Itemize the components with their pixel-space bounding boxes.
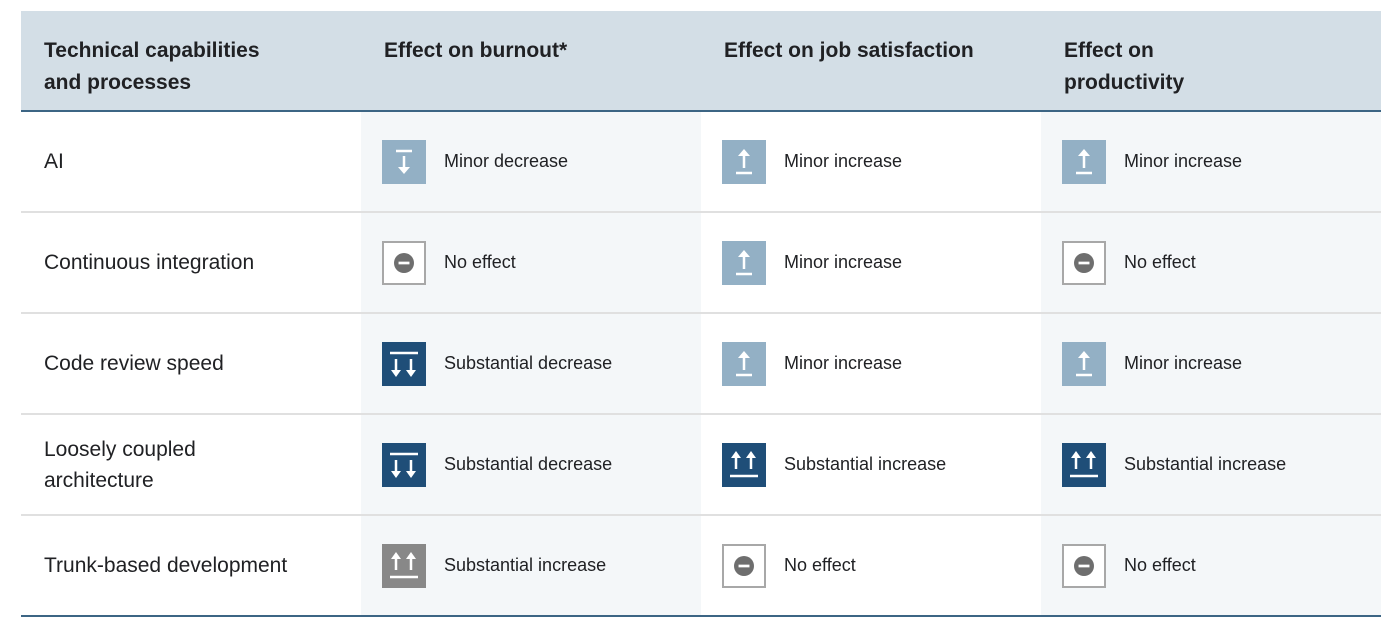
effect-cell: Substantial increase xyxy=(701,415,1041,514)
effect-text: Minor increase xyxy=(784,353,903,373)
minus-circle-icon xyxy=(1062,543,1106,588)
effect-cell: No effect xyxy=(701,516,1041,615)
effect-text: Substantial decrease xyxy=(444,454,613,474)
capability-label: AI xyxy=(21,112,361,211)
header-burnout: Effect on burnout* xyxy=(384,39,568,62)
effect-cell: No effect xyxy=(361,213,701,312)
effect-cell: Minor increase xyxy=(1041,112,1381,211)
capability-label: Continuous integration xyxy=(21,213,361,312)
double-arrow-up-icon xyxy=(722,442,766,487)
arrow-up-icon xyxy=(722,240,766,285)
effect-text: Substantial increase xyxy=(1124,454,1287,474)
effect-text: No effect xyxy=(1124,555,1196,575)
effect-text: No effect xyxy=(784,555,856,575)
table-row: Loosely coupled architecture Substantial … xyxy=(21,415,1381,516)
effect-text: No effect xyxy=(1124,252,1196,272)
effect-text: Minor decrease xyxy=(444,151,569,171)
arrow-up-icon xyxy=(722,341,766,386)
minus-circle-icon xyxy=(1062,240,1106,285)
effect-text: Minor increase xyxy=(784,151,903,171)
effect-cell: No effect xyxy=(1041,516,1381,615)
effect-cell: No effect xyxy=(1041,213,1381,312)
arrow-up-icon xyxy=(1062,341,1106,386)
effect-cell: Minor increase xyxy=(701,112,1041,211)
capability-label: Trunk-based development xyxy=(21,516,361,615)
effect-cell: Substantial increase xyxy=(1041,415,1381,514)
effect-cell: Substantial decrease xyxy=(361,314,701,413)
effect-cell: Minor decrease xyxy=(361,112,701,211)
header-job-satisfaction: Effect on job satisfaction xyxy=(724,39,974,62)
effect-cell: Minor increase xyxy=(701,213,1041,312)
effect-cell: Substantial decrease xyxy=(361,415,701,514)
minus-circle-icon xyxy=(382,240,426,285)
effect-text: Substantial increase xyxy=(784,454,947,474)
double-arrow-down-icon xyxy=(382,442,426,487)
effect-text: Minor increase xyxy=(784,252,903,272)
table-header: Technical capabilities and processes Eff… xyxy=(21,11,1381,112)
arrow-up-icon xyxy=(1062,139,1106,184)
effect-text: Minor increase xyxy=(1124,353,1243,373)
effect-text: Substantial decrease xyxy=(444,353,613,373)
table-row: AI Minor decrease Minor increase Minor incr… xyxy=(21,112,1381,213)
effect-text: No effect xyxy=(444,252,516,272)
double-arrow-down-icon xyxy=(382,341,426,386)
double-arrow-up-icon xyxy=(1062,442,1106,487)
table-row: Code review speed Substantial decrease Min… xyxy=(21,314,1381,415)
double-arrow-up-icon xyxy=(382,543,426,588)
minus-circle-icon xyxy=(722,543,766,588)
table-row: Trunk-based development Substantial incre… xyxy=(21,516,1381,617)
table-row: Continuous integration No effect Minor inc… xyxy=(21,213,1381,314)
capability-label: Code review speed xyxy=(21,314,361,413)
effect-text: Minor increase xyxy=(1124,151,1243,171)
effect-cell: Minor increase xyxy=(701,314,1041,413)
arrow-up-icon xyxy=(722,139,766,184)
effect-cell: Substantial increase xyxy=(361,516,701,615)
header-capabilities: Technical capabilities and processes xyxy=(44,39,260,94)
effect-cell: Minor increase xyxy=(1041,314,1381,413)
header-productivity: Effect on productivity xyxy=(1064,39,1185,94)
effect-text: Substantial increase xyxy=(444,555,607,575)
arrow-down-icon xyxy=(382,139,426,184)
effects-table: Technical capabilities and processes Eff… xyxy=(21,11,1381,617)
capability-label: Loosely coupled architecture xyxy=(21,415,361,514)
